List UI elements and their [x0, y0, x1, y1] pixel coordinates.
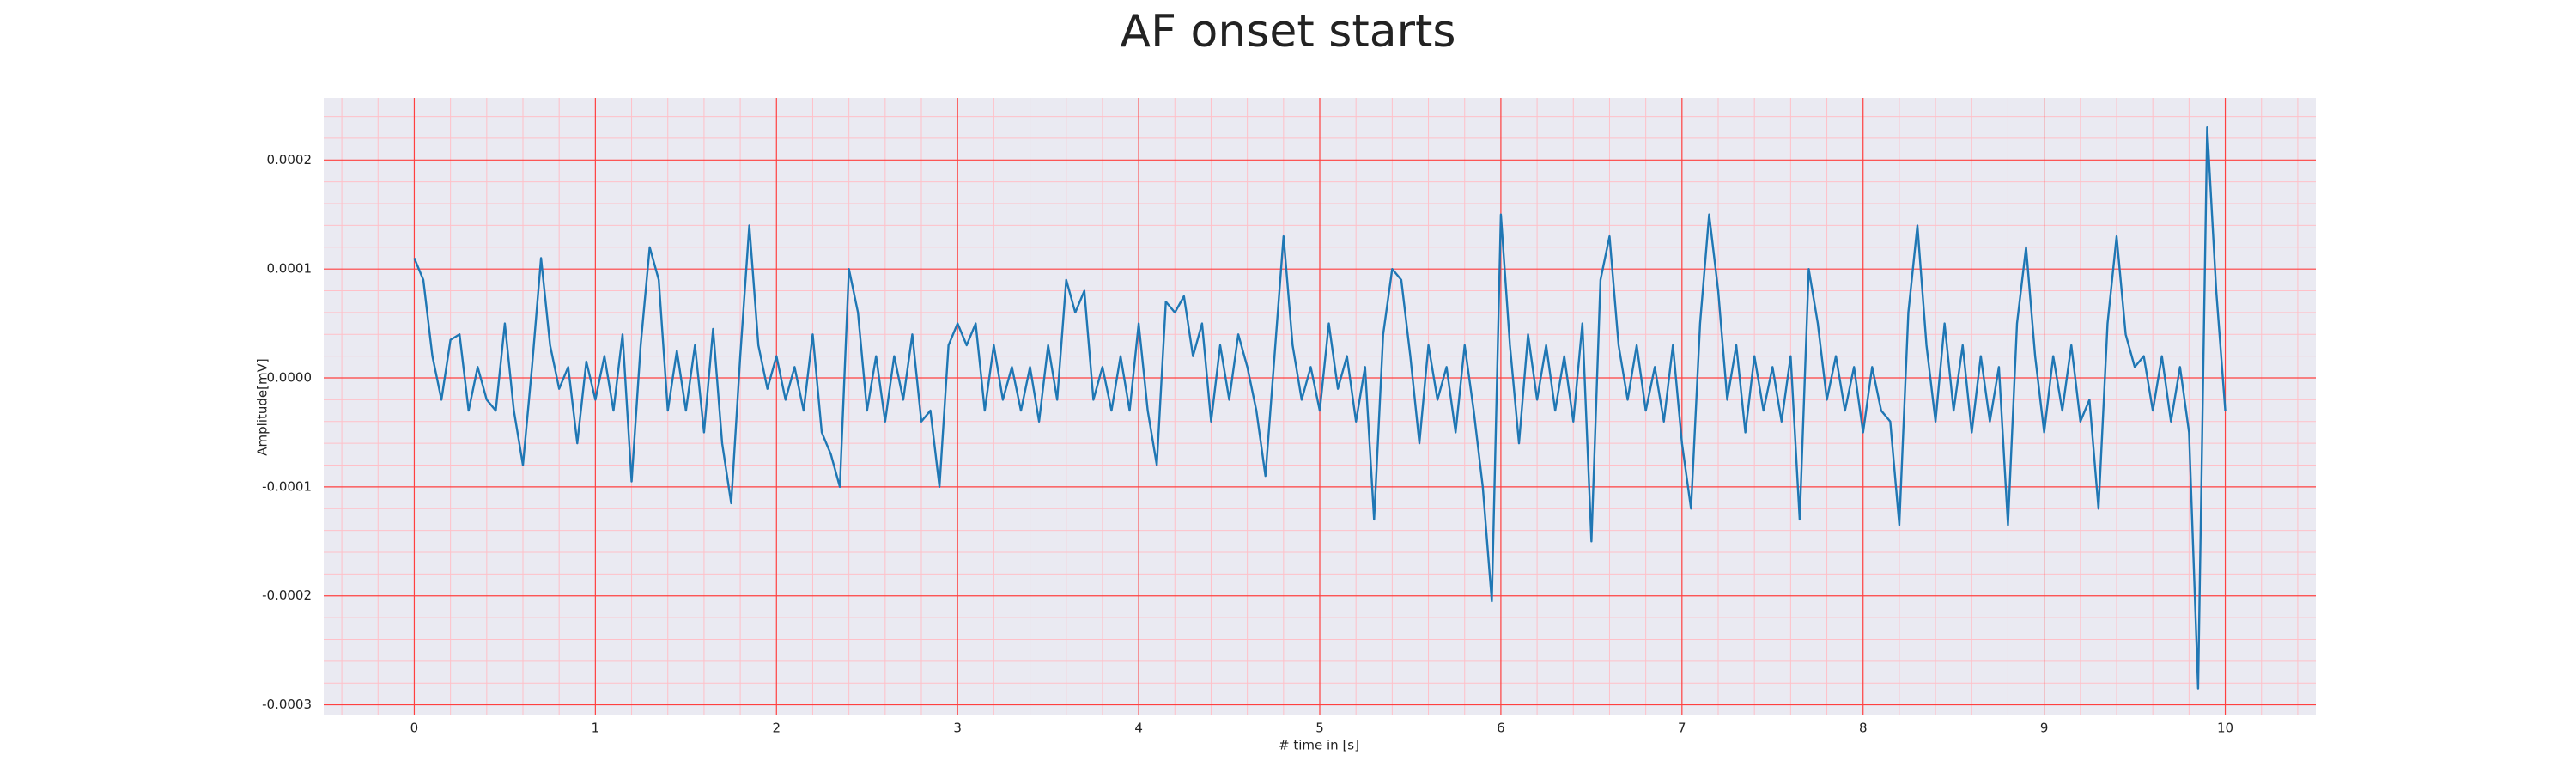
x-tick-label: 4 — [1134, 721, 1143, 736]
y-tick-label: -0.0003 — [262, 697, 312, 712]
x-tick-label: 5 — [1315, 721, 1324, 736]
y-tick-label: -0.0002 — [262, 587, 312, 603]
x-tick-label: 2 — [772, 721, 781, 736]
signal-line — [413, 126, 2227, 690]
y-tick-label: -0.0001 — [262, 478, 312, 494]
x-tick-label: 8 — [1859, 721, 1868, 736]
x-tick-label: 6 — [1497, 721, 1505, 736]
x-tick-label: 3 — [953, 721, 962, 736]
x-tick-label: 1 — [592, 721, 600, 736]
chart-title: AF onset starts — [1121, 6, 1456, 58]
x-tick-label: 10 — [2217, 721, 2233, 736]
y-axis-label: Amplitude[mV] — [255, 358, 270, 455]
y-tick-label: 0.0001 — [267, 261, 313, 277]
x-axis-label: # time in [s] — [1279, 738, 1359, 753]
x-tick-label: 9 — [2040, 721, 2049, 736]
y-tick-label: 0.0000 — [267, 370, 313, 386]
x-tick-label: 0 — [410, 721, 419, 736]
x-tick-label: 7 — [1678, 721, 1686, 736]
y-tick-label: 0.0002 — [267, 152, 313, 167]
